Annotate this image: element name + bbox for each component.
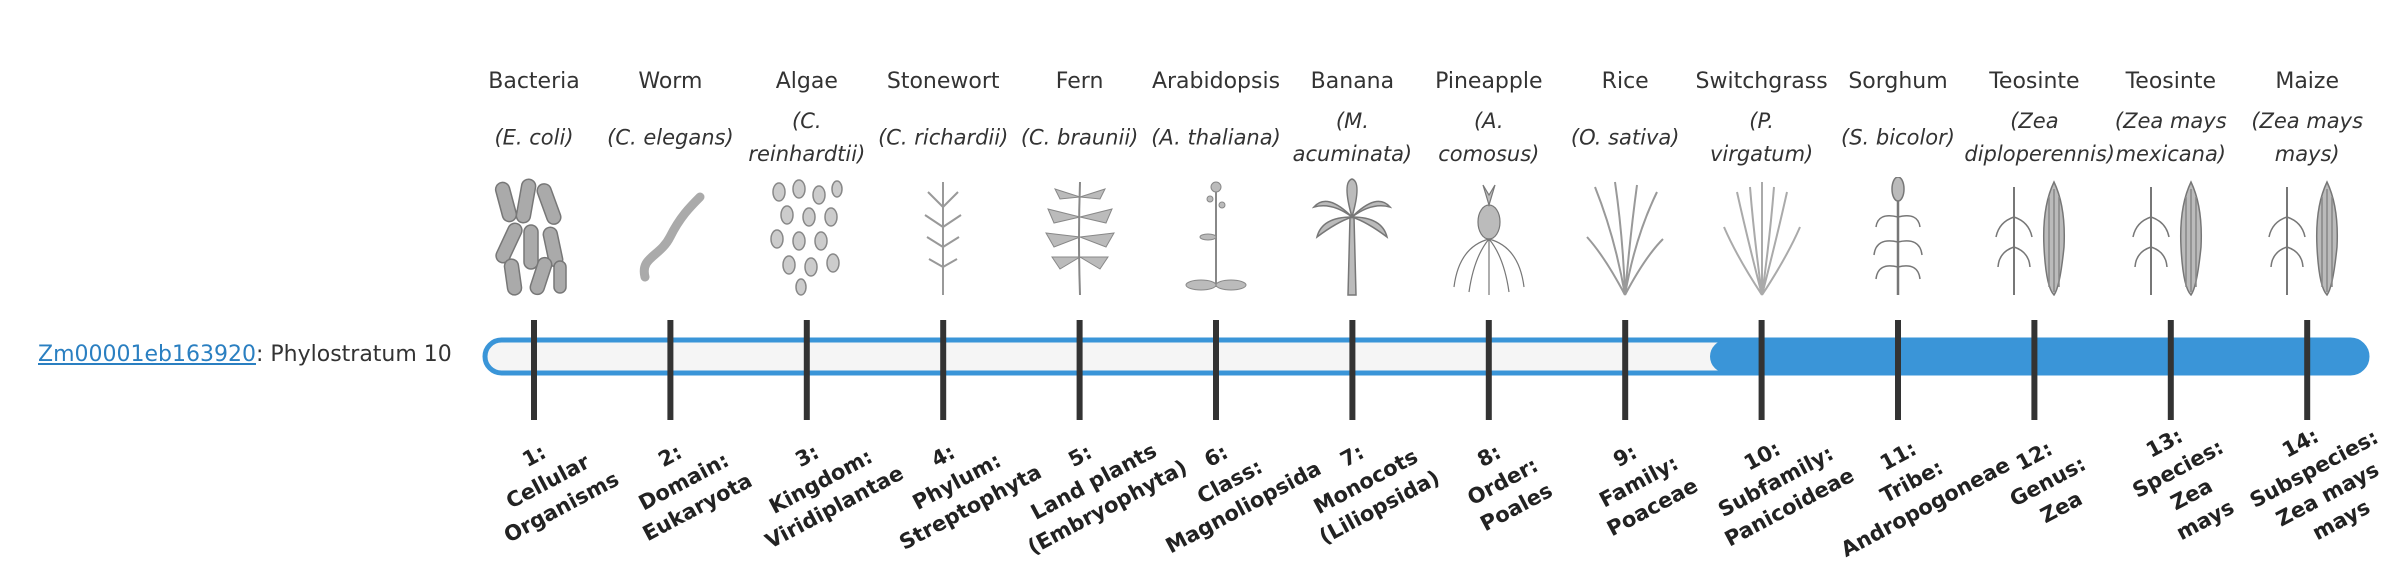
species-line: diploperennis) [1964, 142, 2115, 166]
image-teosinte-mexicana [2132, 181, 2203, 296]
species-name: (A. comosus) [1419, 105, 1559, 171]
species-name: (C. braunii) [1010, 122, 1150, 155]
species-line: (M. [1335, 109, 1369, 133]
organism-name: Fern [1055, 69, 1104, 94]
image-banana [1313, 178, 1391, 296]
image-algae [770, 179, 843, 296]
species-name: (Zea diploperennis) [1964, 105, 2115, 171]
organism-images [494, 177, 2339, 297]
image-bacteria [494, 177, 567, 297]
image-worm [644, 197, 700, 277]
gene-label: Zm00001eb163920: Phylostratum 10 [38, 338, 452, 372]
organism-name: Rice [1601, 69, 1649, 94]
image-arabidopsis [1185, 181, 1247, 291]
organism-name: Pineapple [1435, 69, 1543, 94]
species-name: (Zea mays mexicana) [2101, 105, 2241, 171]
tick-group [531, 320, 2311, 420]
species-line: (C. [792, 109, 822, 133]
species-name: (M. acuminata) [1282, 105, 1422, 171]
species-line: (E. coli) [494, 125, 574, 150]
species-name: (O. sativa) [1555, 122, 1695, 155]
species-line: (C. braunii) [1020, 125, 1139, 150]
organism-name: Bacteria [488, 69, 580, 94]
species-line: virgatum) [1709, 142, 1814, 166]
image-switchgrass [1723, 181, 1801, 296]
timeline-fill [1710, 340, 2367, 373]
species-line: (O. sativa) [1570, 125, 1680, 150]
species-line: (Zea [2010, 109, 2059, 133]
gene-link[interactable]: Zm00001eb163920 [38, 342, 256, 367]
species-line: comosus) [1438, 142, 1540, 166]
species-line: reinhardtii) [748, 142, 866, 166]
organism-name: Stonewort [886, 69, 1000, 94]
organism-name: Algae [775, 69, 838, 94]
species-line: (C. richardii) [878, 125, 1009, 150]
species-line: (Zea mays [2251, 109, 2364, 133]
organism-name: Maize [2275, 69, 2340, 94]
organism-name: Arabidopsis [1151, 69, 1281, 94]
species-name: (P. virgatum) [1692, 105, 1832, 171]
image-rice [1586, 181, 1664, 296]
species-line: (P. [1749, 109, 1774, 133]
image-pineapple [1453, 184, 1525, 296]
image-teosinte [1995, 181, 2066, 296]
organism-name: Teosinte [1989, 69, 2080, 94]
image-stonewort [924, 181, 962, 296]
species-line: (A. thaliana) [1151, 125, 1281, 150]
organism-name: Worm [638, 69, 703, 94]
phylostratum: : Phylostratum 10 [255, 342, 452, 367]
species-name: (Zea mays mays) [2237, 105, 2377, 171]
species-line: (S. bicolor) [1841, 125, 1955, 150]
organism-name: Sorghum [1848, 69, 1948, 94]
species-name: (C. reinhardtii) [737, 105, 877, 171]
species-name: (C. elegans) [600, 122, 740, 155]
image-fern [1045, 181, 1115, 296]
species-line: mexicana) [2115, 142, 2227, 166]
species-name: (E. coli) [464, 122, 604, 155]
image-sorghum [1872, 177, 1924, 297]
species-line: mays) [2274, 142, 2340, 166]
species-line: (A. [1473, 109, 1504, 133]
species-line: acuminata) [1292, 142, 1413, 166]
species-line: (Zea mays [2114, 109, 2227, 133]
organism-name: Banana [1310, 69, 1395, 94]
organism-name: Teosinte [2125, 69, 2216, 94]
species-name: (S. bicolor) [1828, 122, 1968, 155]
species-name: (A. thaliana) [1146, 122, 1286, 155]
organism-name: Switchgrass [1695, 69, 1828, 94]
species-line: (C. elegans) [607, 125, 734, 150]
species-name: (C. richardii) [873, 122, 1013, 155]
image-maize [2268, 181, 2339, 296]
